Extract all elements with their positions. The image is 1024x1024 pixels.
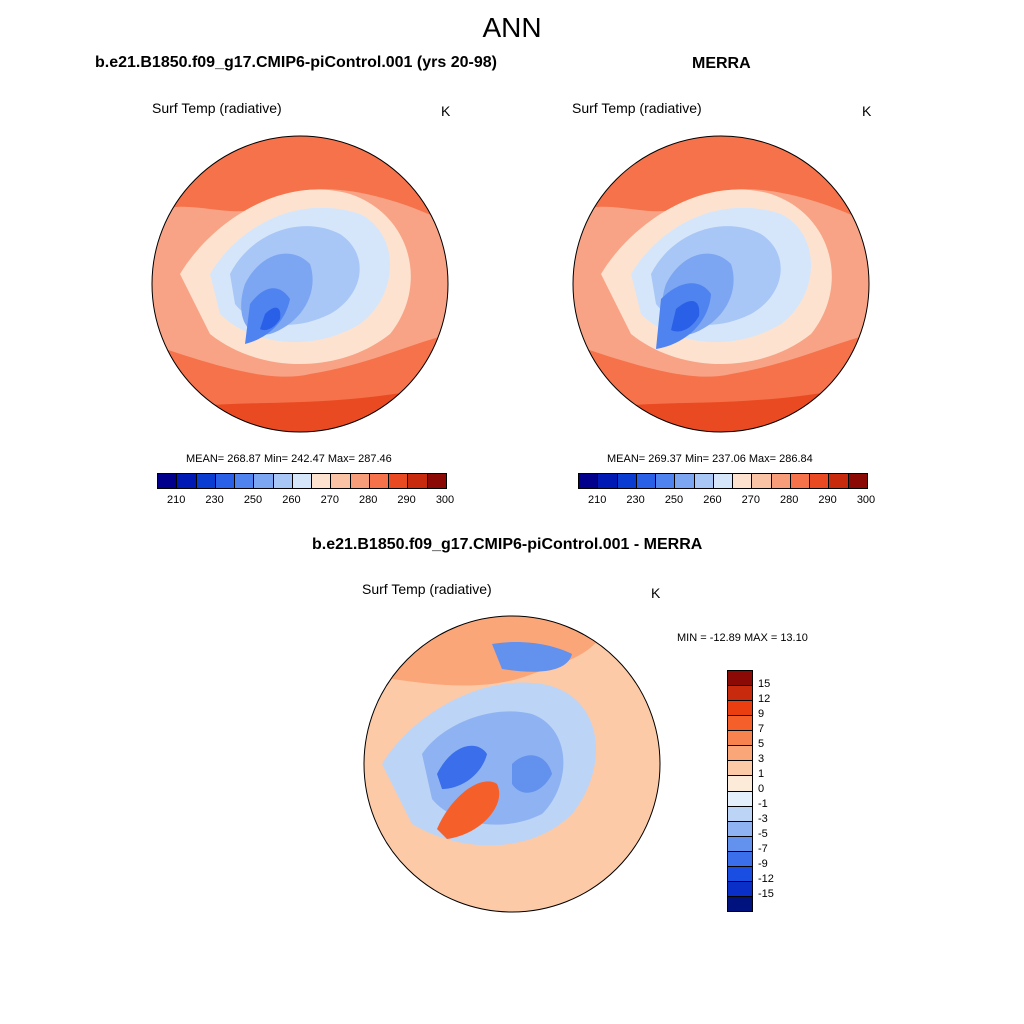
colorbar-swatch: [389, 474, 409, 488]
panel3-title: b.e21.B1850.f09_g17.CMIP6-piControl.001 …: [312, 536, 703, 553]
colorbar-swatch: [579, 474, 599, 488]
colorbar-swatch: [728, 821, 752, 837]
colorbar-tick-label: 270: [741, 494, 760, 506]
panel3-colorbar: [727, 670, 753, 912]
colorbar-swatch: [728, 851, 752, 867]
colorbar-swatch: [177, 474, 197, 488]
colorbar-swatch: [408, 474, 428, 488]
colorbar-tick-label: 210: [588, 494, 607, 506]
colorbar-tick-label: 0: [758, 783, 765, 795]
colorbar-swatch: [733, 474, 753, 488]
colorbar-swatch: [728, 746, 752, 762]
colorbar-tick-label: 210: [167, 494, 186, 506]
colorbar-swatch: [427, 474, 446, 488]
panel2-stats: MEAN= 269.37 Min= 237.06 Max= 286.84: [607, 453, 813, 465]
panel3-unit-label: K: [651, 585, 661, 601]
colorbar-swatch: [656, 474, 676, 488]
colorbar-tick-label: 1: [758, 768, 765, 780]
panel1-variable-label: Surf Temp (radiative): [152, 100, 282, 116]
colorbar-swatch: [728, 896, 752, 911]
colorbar-swatch: [728, 836, 752, 852]
colorbar-tick-label: 290: [818, 494, 837, 506]
colorbar-tick-label: -9: [758, 858, 768, 870]
colorbar-tick-label: 230: [205, 494, 224, 506]
colorbar-swatch: [728, 791, 752, 807]
colorbar-swatch: [158, 474, 178, 488]
colorbar-tick-label: 9: [758, 708, 765, 720]
colorbar-tick-label: -1: [758, 798, 768, 810]
colorbar-swatch: [617, 474, 637, 488]
colorbar-tick-label: -15: [758, 888, 774, 900]
colorbar-tick-label: 230: [626, 494, 645, 506]
panel1-colorbar-ticks: 210 230 250 260 270 280 290 300: [157, 494, 454, 508]
colorbar-swatch: [312, 474, 332, 488]
colorbar-swatch: [728, 806, 752, 822]
colorbar-tick-label: 300: [856, 494, 876, 506]
panel1-colorbar: [157, 473, 447, 489]
colorbar-tick-label: 3: [758, 753, 765, 765]
colorbar-swatch: [728, 701, 752, 717]
colorbar-tick-label: 5: [758, 738, 765, 750]
colorbar-swatch: [713, 474, 734, 488]
colorbar-tick-label: 280: [780, 494, 799, 506]
colorbar-swatch: [810, 474, 830, 488]
colorbar-tick-label: 250: [243, 494, 263, 506]
colorbar-swatch: [235, 474, 255, 488]
colorbar-tick-label: 290: [397, 494, 416, 506]
colorbar-swatch: [215, 474, 236, 488]
colorbar-swatch: [254, 474, 274, 488]
panel3-polar-map: [363, 615, 661, 913]
colorbar-tick-label: 15: [758, 678, 771, 690]
colorbar-swatch: [728, 731, 752, 747]
colorbar-tick-label: 260: [282, 494, 301, 506]
panel2-title: MERRA: [692, 55, 751, 72]
colorbar-swatch: [771, 474, 791, 488]
colorbar-swatch: [694, 474, 714, 488]
colorbar-swatch: [331, 474, 351, 488]
panel3-variable-label: Surf Temp (radiative): [362, 581, 492, 597]
colorbar-swatch: [728, 686, 752, 702]
colorbar-swatch: [728, 866, 752, 882]
colorbar-tick-label: 260: [703, 494, 722, 506]
colorbar-swatch: [728, 716, 752, 732]
colorbar-tick-label: 250: [664, 494, 684, 506]
colorbar-tick-label: 12: [758, 693, 771, 705]
colorbar-tick-label: 280: [359, 494, 378, 506]
panel2-unit-label: K: [862, 103, 872, 119]
colorbar-tick-label: -7: [758, 843, 768, 855]
panel2-colorbar-ticks: 210 230 250 260 270 280 290 300: [578, 494, 875, 508]
colorbar-tick-label: 270: [320, 494, 339, 506]
panel2-polar-map: [572, 135, 870, 433]
figure-title: ANN: [482, 12, 542, 43]
colorbar-swatch: [790, 474, 811, 488]
colorbar-swatch: [196, 474, 216, 488]
panel2-colorbar: [578, 473, 868, 489]
colorbar-swatch: [273, 474, 293, 488]
colorbar-tick-label: -5: [758, 828, 768, 840]
colorbar-swatch: [728, 761, 752, 777]
colorbar-tick-label: 300: [435, 494, 455, 506]
panel1-stats: MEAN= 268.87 Min= 242.47 Max= 287.46: [186, 453, 392, 465]
colorbar-swatch: [728, 881, 752, 897]
colorbar-swatch: [728, 671, 752, 687]
colorbar-tick-label: -3: [758, 813, 768, 825]
panel2-variable-label: Surf Temp (radiative): [572, 100, 702, 116]
colorbar-swatch: [675, 474, 695, 488]
colorbar-swatch: [292, 474, 313, 488]
colorbar-swatch: [598, 474, 618, 488]
colorbar-swatch: [829, 474, 849, 488]
colorbar-tick-label: 7: [758, 723, 765, 735]
panel1-title: b.e21.B1850.f09_g17.CMIP6-piControl.001 …: [95, 54, 497, 71]
colorbar-swatch: [728, 776, 752, 792]
panel3-colorbar-ticks: 15 12 9 7 5 3 1 0 -1 -3 -5 -7 -9 -12 -15: [758, 670, 798, 910]
colorbar-swatch: [369, 474, 390, 488]
colorbar-swatch: [848, 474, 867, 488]
colorbar-swatch: [636, 474, 657, 488]
colorbar-swatch: [752, 474, 772, 488]
panel3-stats: MIN = -12.89 MAX = 13.10: [677, 632, 808, 644]
panel1-polar-map: [151, 135, 449, 433]
colorbar-swatch: [350, 474, 370, 488]
colorbar-tick-label: -12: [758, 873, 774, 885]
panel1-unit-label: K: [441, 103, 451, 119]
